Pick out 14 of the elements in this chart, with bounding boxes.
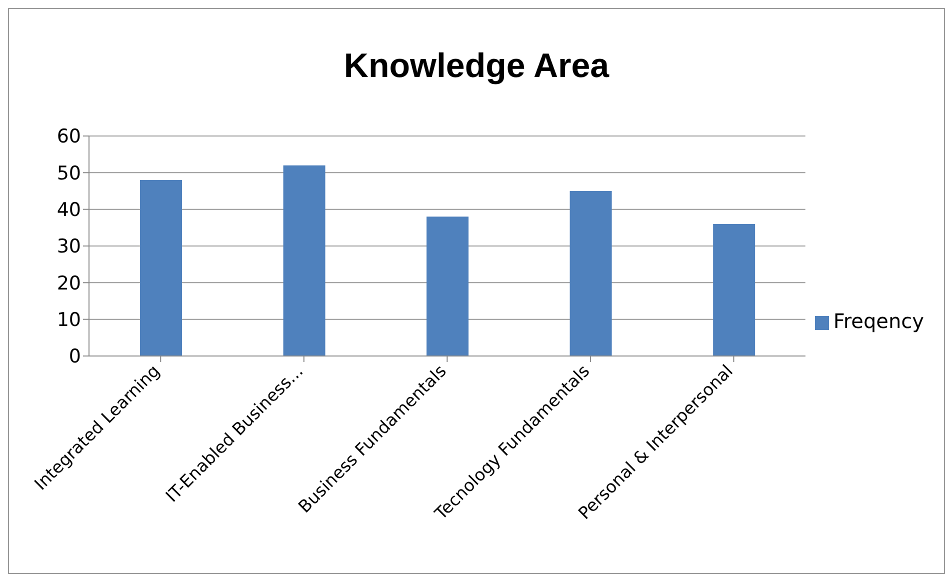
y-tick-label: 50 — [56, 162, 81, 184]
chart-title: Knowledge Area — [342, 47, 610, 86]
y-tick-label: 20 — [56, 272, 81, 294]
y-tick-label: 30 — [56, 236, 81, 258]
bar — [570, 191, 612, 356]
y-tick-label: 60 — [56, 126, 81, 148]
y-tick-label: 0 — [68, 346, 81, 368]
bar — [713, 224, 756, 356]
bar — [426, 216, 469, 356]
bar — [140, 180, 182, 356]
y-tick-label: 40 — [56, 199, 81, 222]
y-tick-label: 10 — [56, 309, 81, 332]
legend-label: Freqency — [833, 309, 924, 333]
bar — [283, 165, 326, 356]
